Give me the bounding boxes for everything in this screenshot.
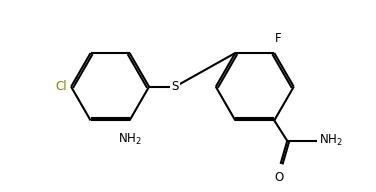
Text: Cl: Cl <box>55 80 67 93</box>
Text: F: F <box>274 32 281 45</box>
Text: NH$_2$: NH$_2$ <box>319 133 343 148</box>
Text: NH$_2$: NH$_2$ <box>118 132 141 147</box>
Text: S: S <box>171 80 179 93</box>
Text: O: O <box>274 170 284 184</box>
